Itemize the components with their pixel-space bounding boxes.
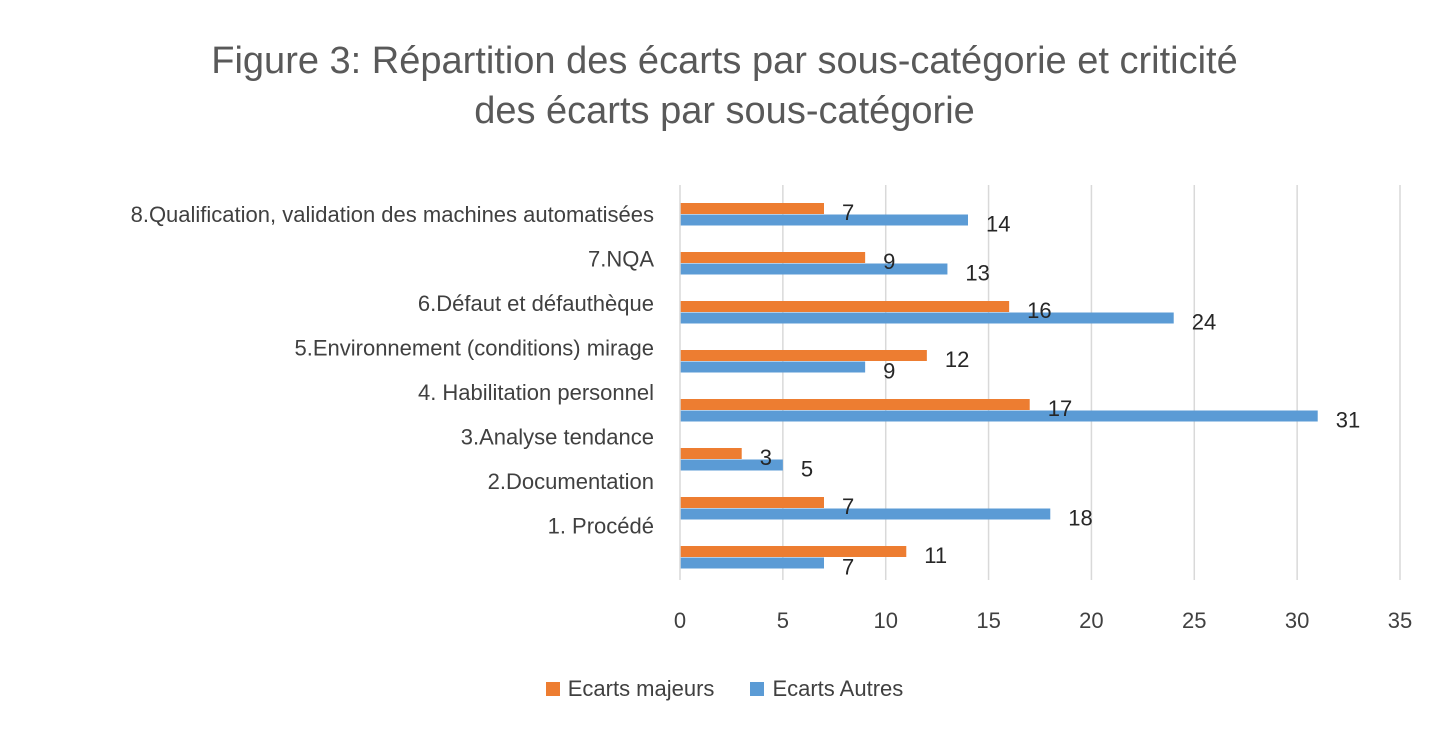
data-label-ecarts-majeurs-4: 12 bbox=[945, 347, 969, 372]
bar-ecarts-majeurs-5 bbox=[680, 399, 1030, 410]
data-label-ecarts-autres-2: 13 bbox=[965, 261, 989, 286]
data-label-ecarts-autres-3: 24 bbox=[1192, 310, 1216, 335]
bar-ecarts-majeurs-4 bbox=[680, 350, 927, 361]
data-label-ecarts-majeurs-3: 16 bbox=[1027, 298, 1051, 323]
data-label-ecarts-majeurs-2: 9 bbox=[883, 249, 895, 274]
data-label-ecarts-majeurs-5: 17 bbox=[1048, 396, 1072, 421]
category-label-6: 3.Analyse tendance bbox=[461, 425, 654, 450]
bar-ecarts-autres-3 bbox=[680, 312, 1174, 324]
legend-swatch-ecarts-majeurs bbox=[545, 682, 560, 696]
data-label-ecarts-majeurs-8: 11 bbox=[924, 543, 947, 568]
x-tick-label-25: 25 bbox=[1182, 608, 1206, 633]
category-label-2: 7.NQA bbox=[588, 247, 654, 272]
category-label-3: 6.Défaut et défauthèque bbox=[418, 291, 654, 316]
legend-item-ecarts-majeurs: Ecarts majeurs bbox=[545, 676, 715, 702]
legend: Ecarts majeurs Ecarts Autres bbox=[0, 676, 1449, 702]
data-label-ecarts-majeurs-6: 3 bbox=[760, 445, 772, 470]
category-label-4: 5.Environnement (conditions) mirage bbox=[294, 336, 654, 361]
category-label-8: 1. Procédé bbox=[548, 514, 654, 539]
x-tick-label-5: 5 bbox=[777, 608, 789, 633]
bar-ecarts-majeurs-3 bbox=[680, 301, 1010, 312]
data-label-ecarts-autres-1: 14 bbox=[986, 212, 1010, 237]
bar-ecarts-autres-1 bbox=[680, 214, 968, 226]
bar-ecarts-majeurs-2 bbox=[680, 252, 866, 263]
chart-title-line-1: Figure 3: Répartition des écarts par sou… bbox=[211, 40, 1238, 82]
legend-label-ecarts-autres: Ecarts Autres bbox=[772, 676, 904, 701]
bar-ecarts-autres-7 bbox=[680, 508, 1051, 520]
bar-ecarts-majeurs-8 bbox=[680, 546, 907, 557]
legend-label-ecarts-majeurs: Ecarts majeurs bbox=[567, 676, 715, 701]
bar-ecarts-majeurs-1 bbox=[680, 203, 824, 214]
bar-ecarts-autres-6 bbox=[680, 459, 783, 471]
x-tick-label-10: 10 bbox=[873, 608, 897, 633]
bar-ecarts-majeurs-6 bbox=[680, 448, 742, 459]
category-label-1: 8.Qualification, validation des machines… bbox=[131, 202, 654, 227]
chart-title: Figure 3: Répartition des écarts par sou… bbox=[0, 36, 1449, 136]
category-label-7: 2.Documentation bbox=[488, 469, 654, 494]
data-label-ecarts-autres-5: 31 bbox=[1336, 408, 1360, 433]
x-tick-label-20: 20 bbox=[1079, 608, 1103, 633]
x-tick-label-35: 35 bbox=[1388, 608, 1412, 633]
data-label-ecarts-autres-7: 18 bbox=[1068, 506, 1092, 531]
data-label-ecarts-autres-4: 9 bbox=[883, 359, 895, 384]
bar-ecarts-autres-4 bbox=[680, 361, 866, 373]
bar-ecarts-majeurs-7 bbox=[680, 497, 824, 508]
x-tick-label-30: 30 bbox=[1285, 608, 1309, 633]
category-label-5: 4. Habilitation personnel bbox=[418, 380, 654, 405]
bar-ecarts-autres-8 bbox=[680, 557, 824, 569]
bar-ecarts-autres-5 bbox=[680, 410, 1318, 422]
x-tick-label-15: 15 bbox=[976, 608, 1000, 633]
data-label-ecarts-majeurs-1: 7 bbox=[842, 200, 854, 225]
data-label-ecarts-autres-6: 5 bbox=[801, 457, 813, 482]
legend-swatch-ecarts-autres bbox=[750, 682, 765, 696]
data-label-ecarts-majeurs-7: 7 bbox=[842, 494, 854, 519]
x-tick-label-0: 0 bbox=[674, 608, 686, 633]
data-label-ecarts-autres-8: 7 bbox=[842, 555, 854, 580]
bar-ecarts-autres-2 bbox=[680, 263, 948, 275]
chart-title-line-2: des écarts par sous-catégorie bbox=[474, 90, 975, 132]
legend-item-ecarts-autres: Ecarts Autres bbox=[750, 676, 903, 702]
